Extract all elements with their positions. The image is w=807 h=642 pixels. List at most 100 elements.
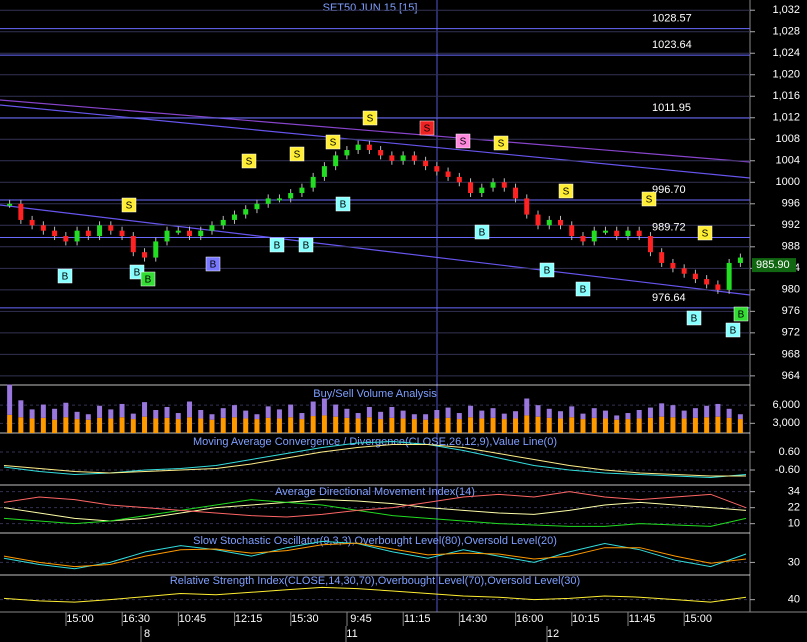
buy-signal: B (62, 272, 69, 283)
buy-signal: B (145, 275, 152, 286)
volume-bar (142, 402, 148, 417)
sell-signal: S (646, 195, 653, 206)
volume-bar (445, 417, 451, 433)
y-tick-label: 1000 (776, 176, 800, 188)
candle (378, 150, 384, 156)
volume-bar (254, 419, 260, 433)
volume-bar (614, 415, 620, 420)
volume-bar (535, 416, 541, 433)
volume-bar (52, 419, 58, 433)
candle (670, 262, 676, 269)
date-label: 8 (144, 628, 150, 640)
sell-signal: S (126, 201, 133, 212)
level-label: 1011.95 (652, 102, 691, 114)
buy-signal: B (303, 241, 310, 252)
candle (209, 225, 215, 231)
y-tick-label: 976 (782, 305, 800, 317)
volume-bar (29, 409, 35, 419)
volume-bar (681, 418, 687, 433)
candle (40, 225, 46, 231)
candle (737, 257, 743, 263)
trend-line (0, 204, 751, 296)
candle (198, 230, 204, 237)
candle (456, 176, 462, 183)
volume-bar (490, 408, 496, 418)
volume-bar (299, 419, 305, 433)
candle (29, 219, 35, 226)
sell-signal: S (424, 124, 431, 135)
sell-signal: S (460, 137, 467, 148)
volume-bar (333, 404, 339, 417)
volume-bar (153, 418, 159, 433)
volume-bar (164, 406, 170, 418)
candle (490, 182, 496, 188)
buy-signal-box (57, 268, 73, 284)
volume-bar (636, 418, 642, 433)
volume-bar (254, 414, 260, 420)
volume-bar (389, 406, 395, 418)
buy-signal-box (725, 322, 741, 338)
panel-title: Slow Stochastic Oscillator(9,3,3),Overbo… (193, 535, 557, 547)
buy-signal: B (134, 268, 141, 279)
candle (85, 230, 91, 237)
candle (243, 209, 249, 215)
volume-bar (265, 406, 271, 418)
buy-signal: B (730, 326, 737, 337)
candle (591, 230, 597, 242)
buy-signal: B (691, 314, 698, 325)
candle (333, 155, 339, 167)
panel-title: Relative Strength Index(CLOSE,14,30,70),… (170, 575, 580, 587)
candle (97, 225, 103, 237)
x-tick-label: 11:45 (629, 613, 656, 625)
y-tick-label: 1,012 (772, 112, 800, 124)
volume-bar (389, 417, 395, 433)
y-tick-label: 992 (782, 219, 800, 231)
candle (175, 230, 181, 233)
candle (299, 187, 305, 194)
candle (513, 187, 519, 199)
volume-bar (715, 403, 721, 417)
sell-signal-box (325, 134, 341, 150)
sell-signal: S (498, 139, 505, 150)
volume-bar (423, 414, 429, 420)
volume-bar (97, 405, 103, 418)
volume-bar (153, 410, 159, 419)
volume-bar (647, 407, 653, 418)
panel-title: Average Directional Movement Index(14) (275, 486, 475, 498)
volume-bar (535, 405, 541, 417)
volume-bar (63, 417, 69, 433)
date-label: 11 (346, 628, 357, 640)
candle (546, 219, 552, 226)
volume-bar (614, 419, 620, 433)
volume-bar (198, 418, 204, 433)
volume-bar (175, 419, 181, 433)
volume-bar (625, 419, 631, 433)
volume-bar (299, 413, 305, 420)
buy-signal: B (274, 241, 281, 252)
candle (501, 182, 507, 188)
candle (524, 198, 530, 215)
buy-signal-box (474, 224, 490, 240)
sell-signal-box (697, 225, 713, 241)
sell-signal-box (362, 110, 378, 126)
y-tick-label: 34 (788, 486, 800, 498)
volume-bar (513, 411, 519, 419)
volume-bar (164, 417, 170, 433)
y-tick-label: 996 (782, 198, 800, 210)
candle (602, 230, 608, 233)
volume-bar (625, 413, 631, 420)
volume-bar (108, 418, 114, 433)
y-tick-label: 1,024 (772, 47, 800, 59)
volume-bar (231, 405, 237, 418)
y-tick-label: 964 (782, 370, 800, 382)
candle (321, 166, 327, 177)
sell-signal: S (246, 157, 253, 168)
volume-bar (310, 401, 316, 417)
y-tick-label: 968 (782, 348, 800, 360)
volume-bar (602, 418, 608, 433)
candle (63, 236, 69, 242)
volume-bar (434, 418, 440, 433)
candle (254, 203, 260, 210)
y-tick-label: 1004 (776, 155, 800, 167)
